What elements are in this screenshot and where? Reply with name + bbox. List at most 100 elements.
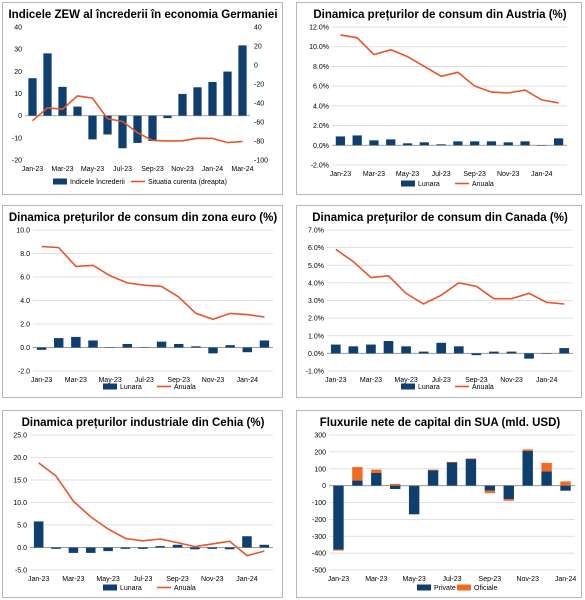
y-tick-label: 6.0%: [308, 245, 324, 252]
x-tick-label: Jul-23: [133, 576, 152, 583]
chart-zew: Indicele ZEW al încrederii în economia G…: [8, 9, 277, 186]
legend-label: Oficiale: [474, 585, 497, 592]
x-tick-label: May-23: [402, 576, 425, 583]
y-tick-label: 4.0%: [313, 103, 329, 110]
bar: [156, 341, 167, 348]
y-tick-label: 20: [14, 69, 22, 76]
bar: [224, 547, 235, 550]
x-tick-label: Jul-23: [135, 377, 154, 384]
chart-panel-zew: Indicele ZEW al încrederii în economia G…: [2, 2, 283, 195]
chart-panel-eurozone: Dinamica prețurilor de consum din zona e…: [2, 205, 283, 398]
x-tick-label: Jan-24: [536, 377, 558, 384]
y-tick-label: 1.0%: [308, 333, 324, 340]
bar: [486, 141, 497, 146]
bar: [348, 346, 359, 354]
y-tick-label: -400: [312, 551, 326, 558]
legend-label: Anuala: [174, 585, 196, 592]
bar: [208, 81, 217, 116]
bar: [172, 544, 183, 548]
x-tick-label: Sep-23: [463, 171, 486, 178]
y-tick-label: -5.0: [15, 568, 27, 575]
x-tick-label: Jan-24: [236, 576, 258, 583]
bar: [122, 343, 132, 348]
series-line: [335, 248, 565, 305]
bar-official: [541, 462, 552, 472]
bar: [88, 115, 97, 140]
y2-tick-label: 20: [254, 44, 262, 51]
x-tick-label: May-23: [96, 576, 119, 583]
bar-official: [408, 485, 420, 487]
x-tick-label: Jan-23: [28, 576, 50, 583]
y-tick-label: 7.0%: [308, 228, 324, 235]
bar: [138, 547, 148, 549]
legend-label: Private: [434, 585, 456, 592]
y-tick-label: 4.0: [20, 298, 30, 305]
bar: [419, 142, 429, 146]
series-line: [340, 34, 559, 104]
bar-official: [427, 469, 439, 471]
chart-czechia: Dinamica prețurilor industriale din Cehi…: [13, 417, 273, 592]
chart-title: Dinamica prețurilor industriale din Cehi…: [22, 417, 265, 429]
bar: [238, 45, 247, 116]
y-tick-label: 5.0%: [308, 263, 324, 270]
bar: [148, 115, 157, 141]
bar: [503, 142, 513, 146]
bar-private: [541, 471, 552, 486]
chart-title: Fluxurile nete de capital din SUA (mld. …: [320, 417, 561, 429]
x-tick-label: Mar-23: [51, 166, 73, 173]
bar: [259, 340, 270, 348]
bar: [559, 348, 570, 354]
y-tick-label: -100: [312, 500, 326, 507]
y2-tick-label: -100: [254, 158, 268, 165]
bar: [418, 351, 429, 354]
chart-austria: Dinamica prețurilor de consum din Austri…: [309, 9, 567, 188]
y-tick-label: 10.0%: [309, 44, 329, 51]
bar: [54, 338, 64, 348]
chart-title: Dinamica prețurilor de consum din Canada…: [312, 212, 568, 224]
x-tick-label: Sep-23: [479, 576, 502, 583]
legend-label: Anuala: [472, 384, 494, 391]
y-tick-label: 0.0: [17, 545, 27, 552]
bar-official: [522, 449, 533, 452]
bar-official: [484, 490, 496, 494]
bar: [453, 346, 464, 354]
y-tick-label: 300: [314, 433, 326, 440]
bar: [51, 547, 61, 549]
bar: [259, 544, 270, 548]
x-tick-label: Jan-24: [202, 166, 224, 173]
y-tick-label: -1.0%: [306, 369, 324, 376]
legend-label: Lunara: [418, 384, 440, 391]
bar: [208, 347, 218, 354]
y-tick-label: 10: [14, 91, 22, 98]
x-tick-label: Jan-23: [31, 377, 53, 384]
bar: [506, 351, 517, 354]
x-tick-label: May-23: [81, 166, 104, 173]
bar: [335, 136, 346, 146]
bar-private: [522, 451, 533, 486]
bar: [242, 347, 252, 353]
bar: [352, 135, 362, 146]
y-tick-label: 12.0%: [309, 25, 329, 32]
legend-label: Situatia curenta (dreapta): [148, 179, 227, 186]
legend-swatch: [417, 584, 431, 591]
y-tick-label: 10.0: [13, 500, 27, 507]
bar: [453, 141, 463, 146]
y-tick-label: -500: [312, 568, 326, 575]
bar: [155, 546, 165, 548]
x-tick-label: Nov-23: [497, 171, 520, 178]
y2-tick-label: -80: [254, 139, 264, 146]
bar: [436, 342, 447, 354]
x-tick-label: Sep-23: [465, 377, 488, 384]
bar-private: [352, 480, 363, 486]
chart-us-flows: Fluxurile nete de capital din SUA (mld. …: [312, 417, 576, 592]
y-tick-label: 30: [14, 47, 22, 54]
y2-tick-label: 0: [254, 63, 258, 70]
y-tick-label: 40: [14, 25, 22, 32]
x-tick-label: Jan-23: [328, 576, 350, 583]
bar: [386, 139, 396, 146]
x-tick-label: Sep-23: [167, 377, 190, 384]
bar-private: [333, 485, 344, 550]
bar-official: [446, 462, 458, 463]
bar-official: [371, 469, 382, 473]
legend-label: Lunara: [120, 585, 142, 592]
